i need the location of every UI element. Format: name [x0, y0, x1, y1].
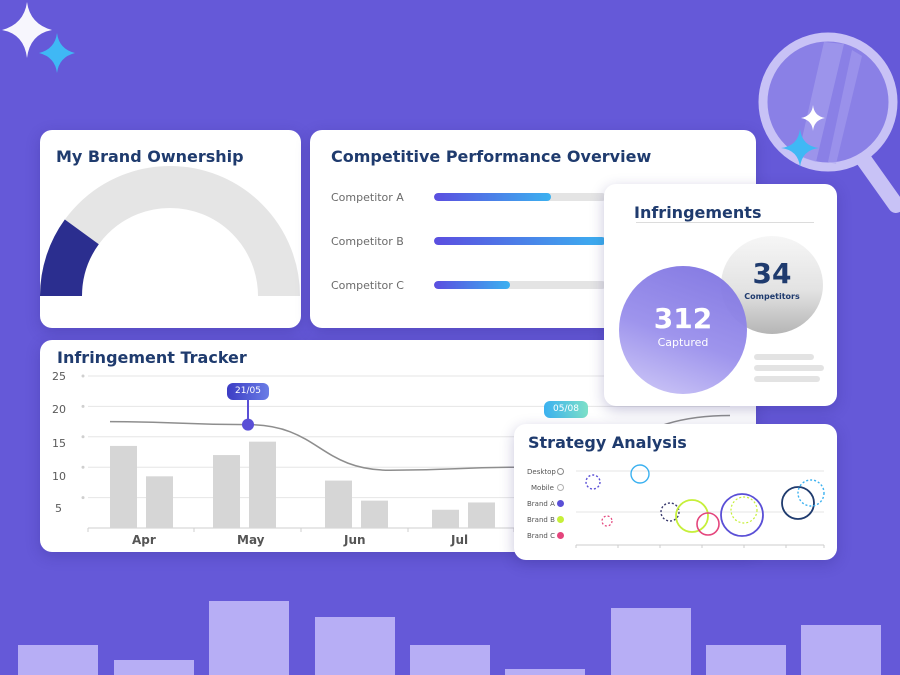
magnifier-icon [758, 32, 900, 213]
x-tick-label: Jul [451, 533, 469, 547]
x-tick-label: May [237, 533, 265, 547]
grid-dot [81, 374, 85, 378]
bubble [630, 464, 650, 484]
competitor-c-label: Competitor C [331, 279, 404, 292]
legend-dot-brand-b [557, 516, 564, 523]
bg-bar [505, 669, 585, 675]
strategy-card: Strategy Analysis Desktop Mobile Brand A… [514, 424, 837, 560]
grid-dot [81, 465, 85, 469]
callout-badge-label: 05/08 [553, 404, 579, 414]
y-tick-label: 20 [52, 403, 66, 416]
y-tick-label: 25 [52, 370, 66, 383]
brand-ownership-title: My Brand Ownership [56, 147, 244, 166]
bubble [720, 493, 764, 537]
competitor-a-bar-fill [434, 193, 551, 201]
x-tick-label: Jun [344, 533, 366, 547]
x-axis-ticks [575, 545, 825, 548]
legend-label-desktop: Desktop [527, 468, 556, 476]
brand-ownership-card: My Brand Ownership [40, 130, 301, 328]
callout-badge: 21/05 [227, 383, 269, 400]
bg-bar [801, 625, 881, 675]
competitor-a-bar [434, 193, 606, 201]
legend-dot-brand-a [557, 500, 564, 507]
strategy-title: Strategy Analysis [528, 433, 687, 452]
bg-bar [209, 601, 289, 675]
bar [361, 500, 388, 528]
competitive-title: Competitive Performance Overview [331, 147, 652, 166]
legend-label-brand-a: Brand A [527, 500, 555, 508]
competitor-b-label: Competitor B [331, 235, 404, 248]
infringements-card: Infringements 34 Competitors 312 Capture… [604, 184, 837, 406]
gauge-fill [40, 219, 100, 297]
legend-dot-brand-c [557, 532, 564, 539]
bg-bar [706, 645, 786, 675]
bubble [781, 486, 815, 520]
sparkle-small-blue-icon [781, 129, 819, 167]
competitors-value: 34 [752, 257, 792, 290]
infringements-title: Infringements [634, 203, 762, 222]
bubble [797, 479, 825, 507]
grid-dot [81, 496, 85, 500]
bar [468, 502, 495, 528]
bar [432, 509, 459, 528]
brand-ownership-gauge [40, 166, 300, 297]
trend-point [242, 418, 254, 431]
y-tick-label: 15 [52, 437, 66, 450]
bar [213, 455, 240, 528]
placeholder-line [754, 365, 824, 371]
callout-badge-label: 21/05 [235, 386, 261, 396]
bar [325, 480, 352, 528]
legend-dot-desktop [557, 468, 564, 475]
competitors-label: Competitors [744, 292, 800, 301]
bubble [675, 499, 709, 533]
legend-dot-mobile [557, 484, 564, 491]
bar [110, 445, 137, 528]
grid-dot [81, 404, 85, 408]
placeholder-line [754, 376, 820, 382]
competitor-c-bar-fill [434, 281, 510, 289]
y-tick-label: 10 [52, 470, 66, 483]
sparkle-blue-icon [39, 33, 75, 73]
bg-bar [410, 645, 490, 675]
tracker-plot [81, 374, 731, 532]
x-tick-label: Apr [132, 533, 156, 547]
bubble [601, 515, 613, 527]
legend-label-mobile: Mobile [531, 484, 554, 492]
tracker-title: Infringement Tracker [57, 348, 247, 367]
bubble [585, 474, 601, 490]
sparkle-small-white-icon [801, 105, 825, 131]
callout-stem [247, 400, 249, 420]
competitor-a-label: Competitor A [331, 191, 404, 204]
bg-bar [611, 608, 691, 675]
captured-label: Captured [657, 336, 709, 349]
competitor-c-bar [434, 281, 606, 289]
captured-value: 312 [653, 302, 713, 335]
legend-label-brand-c: Brand C [527, 532, 555, 540]
bg-bar [315, 617, 395, 675]
sparkle-white-icon [2, 2, 52, 58]
placeholder-line [754, 354, 814, 360]
callout-badge: 05/08 [544, 401, 588, 418]
bg-bar [18, 645, 98, 675]
captured-bubble [619, 266, 747, 394]
strategy-bubble-plot [575, 464, 825, 548]
bubble [730, 496, 758, 524]
competitor-b-bar [434, 237, 606, 245]
legend-label-brand-b: Brand B [527, 516, 555, 524]
bar [146, 476, 173, 528]
grid-dot [81, 435, 85, 439]
bubble [660, 502, 680, 522]
bubble [696, 512, 720, 536]
competitor-b-bar-fill [434, 237, 606, 245]
title-underline [636, 222, 814, 223]
bar [249, 441, 276, 528]
y-tick-label: 5 [55, 502, 62, 515]
bg-bar [114, 660, 194, 675]
